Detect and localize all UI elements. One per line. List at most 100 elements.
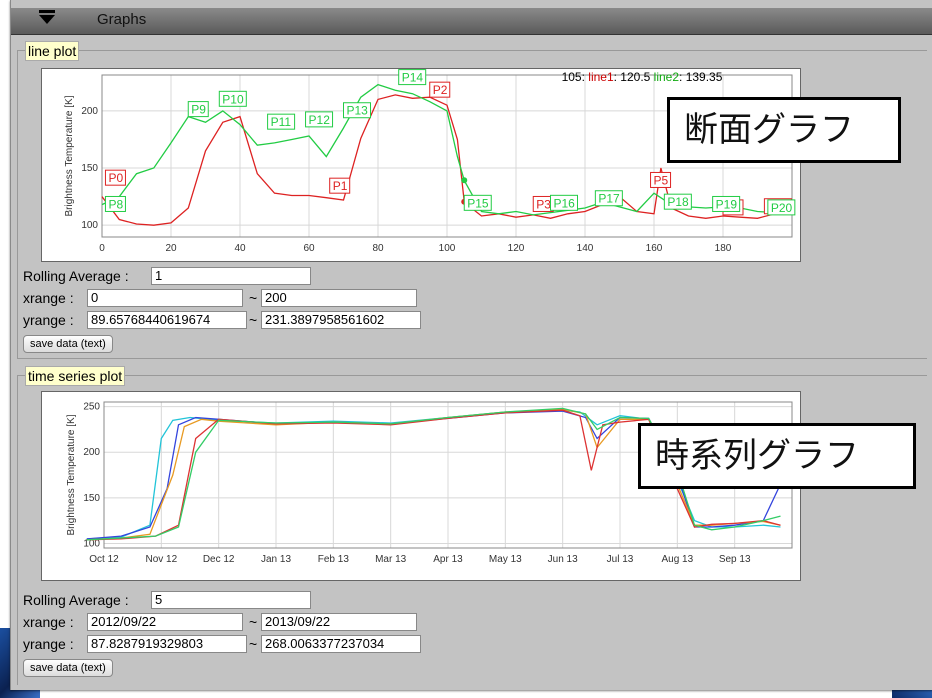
readout-part: line1 bbox=[588, 70, 614, 84]
xrange-label: xrange : bbox=[23, 290, 74, 306]
ts-save-data-button[interactable]: save data (text) bbox=[23, 659, 113, 677]
point-marker-label: P13 bbox=[347, 104, 369, 118]
readout-part: : 139.35 bbox=[679, 70, 723, 84]
x-tick-label: 160 bbox=[646, 243, 663, 254]
point-marker-label: P10 bbox=[222, 92, 244, 106]
y-tick-label: 150 bbox=[83, 493, 100, 504]
time-series-svg[interactable]: Oct 12 Nov 12 Dec 12 Jan 13 Feb 13 Mar 13 Apr … bbox=[42, 392, 800, 580]
x-tick-label: 140 bbox=[577, 243, 594, 254]
point-marker-box bbox=[343, 102, 371, 119]
cursor-readout: 105: line1: 120.5 line2: 139.35 bbox=[562, 70, 723, 84]
time-series-graph-callout: 時系列グラフ bbox=[638, 423, 916, 489]
point-marker-label: P1 bbox=[333, 179, 348, 193]
line-plot-group-border-bottom bbox=[17, 358, 927, 359]
point-marker-label: P20 bbox=[771, 201, 793, 215]
cross-section-graph-callout: 断面グラフ bbox=[667, 97, 901, 163]
ts-xrange-max-input[interactable] bbox=[261, 613, 417, 631]
x-tick-label: 60 bbox=[303, 243, 315, 254]
time-series-legend[interactable]: time series plot bbox=[25, 366, 126, 386]
point-marker-box bbox=[218, 90, 247, 107]
y-tick-label: 200 bbox=[81, 106, 98, 117]
graphs-titlebar[interactable]: Graphs bbox=[11, 8, 932, 35]
point-marker-box bbox=[104, 169, 126, 186]
x-tick-label: 40 bbox=[234, 243, 246, 254]
y-tick-label: 100 bbox=[81, 220, 98, 231]
point-marker-label: P5 bbox=[654, 173, 669, 187]
x-tick-label: Jul 13 bbox=[607, 554, 634, 565]
point-marker-label: P14 bbox=[402, 71, 424, 85]
x-tick-label: Apr 13 bbox=[433, 554, 463, 565]
menu-bar-icon bbox=[39, 10, 55, 13]
yrange-min-input[interactable] bbox=[87, 311, 247, 329]
point-marker-label: P19 bbox=[716, 197, 738, 211]
point-marker-label: P2 bbox=[433, 83, 448, 97]
y-axis-label: Brightness Temperature [K] bbox=[64, 95, 75, 216]
graphs-panel: Graphs line plot 0 20 40 60 80 100 120 140 160 18… bbox=[10, 0, 932, 690]
x-tick-label: Jan 13 bbox=[261, 554, 291, 565]
line-plot-legend[interactable]: line plot bbox=[25, 41, 80, 61]
xrange-max-input[interactable] bbox=[261, 289, 417, 307]
xrange-min-input[interactable] bbox=[87, 289, 243, 307]
time-series-group-border-left bbox=[17, 375, 18, 685]
ts-yrange-max-input[interactable] bbox=[261, 635, 421, 653]
point-marker-box bbox=[267, 113, 296, 130]
point-marker-label: P15 bbox=[467, 196, 489, 210]
yrange-max-input[interactable] bbox=[261, 311, 421, 329]
point-marker-label: P18 bbox=[667, 195, 689, 209]
ts-xrange-label: xrange : bbox=[23, 614, 74, 630]
x-tick-label: 20 bbox=[165, 243, 177, 254]
point-marker-label: P11 bbox=[271, 115, 292, 129]
point-marker-label: P8 bbox=[108, 197, 123, 211]
x-tick-label: Jun 13 bbox=[548, 554, 578, 565]
series-line-green bbox=[86, 407, 781, 541]
point-marker-label: P0 bbox=[108, 171, 123, 185]
line-plot-group-border-left bbox=[17, 50, 18, 358]
x-tick-label: Sep 13 bbox=[719, 554, 751, 565]
point-marker-box bbox=[305, 111, 334, 128]
line-plot-group-border bbox=[17, 50, 927, 51]
yrange-label: yrange : bbox=[23, 312, 74, 328]
x-tick-label: Oct 12 bbox=[89, 554, 119, 565]
xrange-tilde: ~ bbox=[249, 290, 258, 306]
ts-rolling-average-label: Rolling Average : bbox=[23, 592, 129, 608]
x-tick-label: May 13 bbox=[489, 554, 522, 565]
point-marker-label: P17 bbox=[598, 192, 620, 206]
point-marker-box bbox=[104, 195, 126, 212]
point-marker-box bbox=[187, 101, 209, 118]
point-marker-label: P9 bbox=[191, 103, 206, 117]
point-marker-box bbox=[594, 190, 623, 207]
point-marker-label: P16 bbox=[554, 196, 576, 210]
point-marker-box bbox=[329, 177, 351, 194]
x-tick-label: 80 bbox=[372, 243, 384, 254]
y-axis-label: Brightness Temperature [K] bbox=[66, 414, 77, 535]
point-marker-box bbox=[650, 171, 672, 188]
line-save-data-button[interactable]: save data (text) bbox=[23, 335, 113, 353]
cursor-dot-line2 bbox=[461, 177, 468, 184]
x-tick-label: Mar 13 bbox=[375, 554, 407, 565]
ts-rolling-average-input[interactable] bbox=[151, 591, 311, 609]
ts-yrange-min-input[interactable] bbox=[87, 635, 247, 653]
collapse-triangle-icon[interactable] bbox=[39, 15, 55, 24]
y-tick-label: 200 bbox=[83, 447, 100, 458]
point-marker-box bbox=[663, 193, 692, 210]
point-marker-box bbox=[767, 199, 796, 216]
time-series-chart[interactable]: Oct 12 Nov 12 Dec 12 Jan 13 Feb 13 Mar 13 Apr … bbox=[41, 391, 801, 581]
rolling-average-input[interactable] bbox=[151, 267, 311, 285]
ts-xrange-min-input[interactable] bbox=[87, 613, 243, 631]
y-tick-label: 250 bbox=[83, 402, 100, 413]
x-tick-label: 0 bbox=[99, 243, 105, 254]
point-marker-box bbox=[429, 81, 451, 98]
y-tick-label: 100 bbox=[83, 538, 100, 549]
panel-title: Graphs bbox=[97, 11, 147, 28]
time-series-group-border bbox=[17, 375, 927, 376]
point-marker-box bbox=[550, 194, 578, 211]
point-marker-label: P12 bbox=[309, 113, 331, 127]
y-tick-label: 150 bbox=[81, 163, 98, 174]
point-marker-box bbox=[398, 69, 427, 86]
point-marker-label: P3 bbox=[536, 197, 551, 211]
ts-yrange-tilde: ~ bbox=[249, 636, 258, 652]
readout-part: line2 bbox=[654, 70, 680, 84]
yrange-tilde: ~ bbox=[249, 312, 258, 328]
ts-yrange-label: yrange : bbox=[23, 636, 74, 652]
x-tick-label: Feb 13 bbox=[318, 554, 350, 565]
